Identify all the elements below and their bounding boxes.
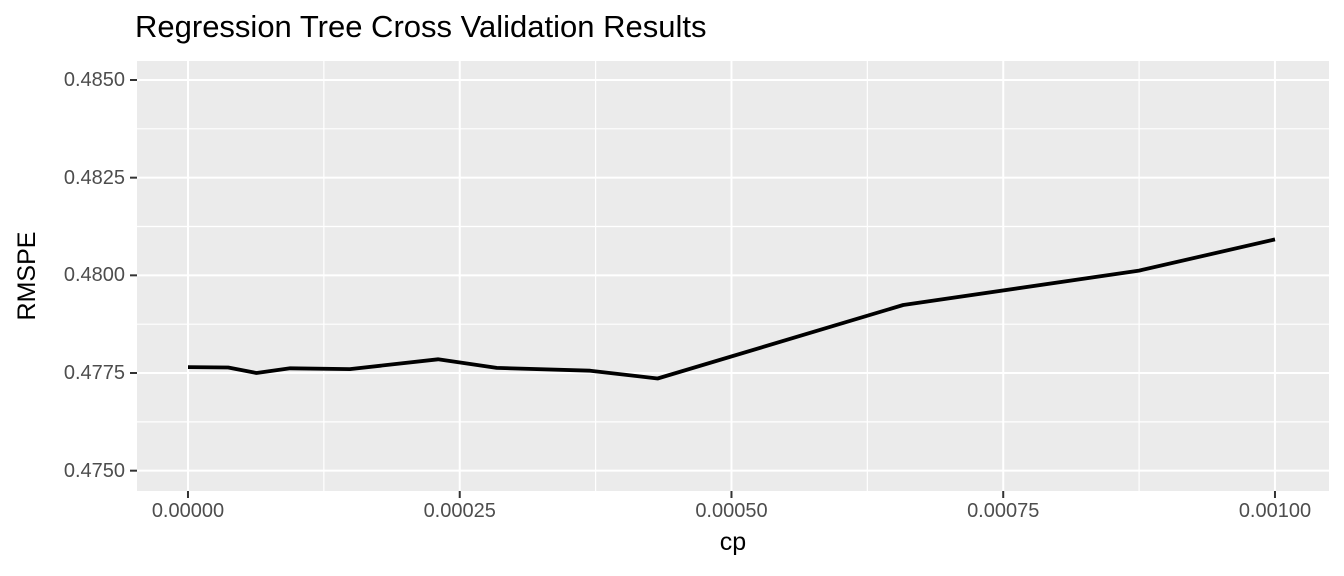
plot-title: Regression Tree Cross Validation Results bbox=[135, 9, 707, 44]
y-tick-label: 0.4825 bbox=[63, 166, 125, 189]
y-axis-title: RMSPE bbox=[13, 231, 41, 321]
x-tick-label: 0.00050 bbox=[695, 500, 768, 522]
y-tick-label: 0.4800 bbox=[63, 264, 125, 287]
x-tick-label: 0.00025 bbox=[423, 500, 496, 522]
y-tick-label: 0.4775 bbox=[63, 362, 125, 384]
x-tick-label: 0.00100 bbox=[1238, 500, 1312, 522]
x-tick-label: 0.00075 bbox=[967, 500, 1040, 522]
y-tick-label: 0.4850 bbox=[63, 68, 125, 91]
x-axis-title: cp bbox=[719, 528, 747, 556]
y-tick-label: 0.4750 bbox=[63, 459, 125, 482]
x-tick-label: 0.00000 bbox=[151, 500, 225, 522]
rmspe-line bbox=[187, 237, 1276, 381]
